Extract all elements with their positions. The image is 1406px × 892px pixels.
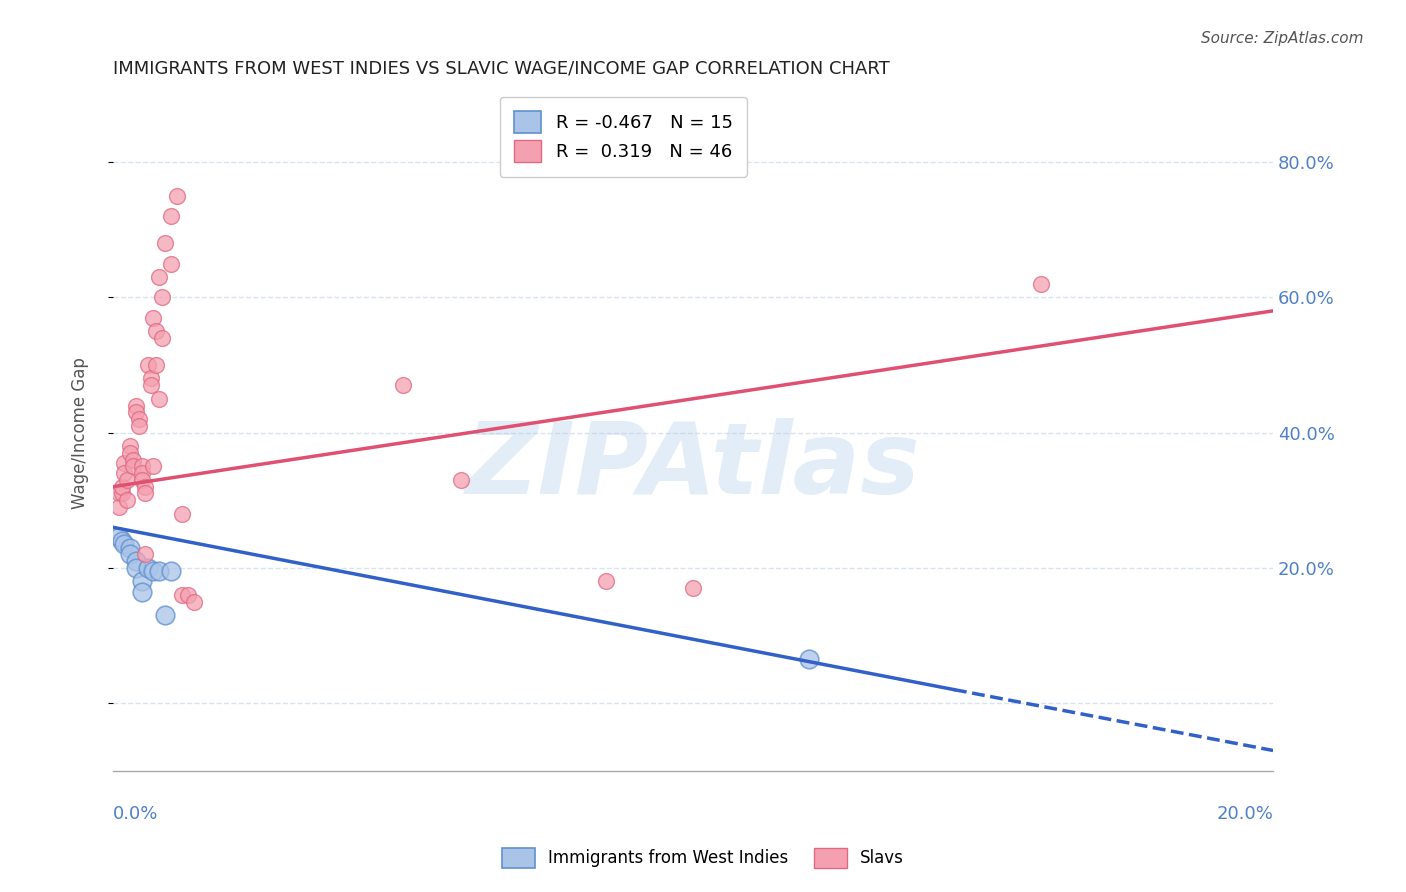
Point — [125, 399, 148, 413]
Point — [128, 412, 150, 426]
Point — [1029, 277, 1052, 291]
Point — [107, 486, 129, 500]
Point — [120, 541, 142, 555]
Point — [145, 324, 167, 338]
Point — [134, 547, 156, 561]
Text: ZIPAtlas: ZIPAtlas — [465, 418, 921, 515]
Point — [136, 358, 159, 372]
Point — [148, 270, 170, 285]
Point — [131, 459, 153, 474]
Point — [131, 574, 153, 589]
Point — [183, 595, 205, 609]
Point — [682, 581, 704, 595]
Text: IMMIGRANTS FROM WEST INDIES VS SLAVIC WAGE/INCOME GAP CORRELATION CHART: IMMIGRANTS FROM WEST INDIES VS SLAVIC WA… — [112, 60, 890, 78]
Point — [107, 530, 129, 544]
Point — [131, 473, 153, 487]
Point — [120, 547, 142, 561]
Point — [142, 310, 165, 325]
Text: Source: ZipAtlas.com: Source: ZipAtlas.com — [1201, 31, 1364, 46]
Point — [125, 554, 148, 568]
Point — [160, 564, 183, 578]
Point — [166, 189, 188, 203]
Legend: Immigrants from West Indies, Slavs: Immigrants from West Indies, Slavs — [495, 841, 911, 875]
Point — [150, 290, 173, 304]
Point — [107, 500, 129, 514]
Text: 0.0%: 0.0% — [112, 805, 159, 823]
Point — [595, 574, 617, 589]
Y-axis label: Wage/Income Gap: Wage/Income Gap — [72, 357, 89, 508]
Point — [160, 256, 183, 270]
Point — [117, 473, 139, 487]
Point — [139, 371, 162, 385]
Point — [150, 331, 173, 345]
Point — [148, 564, 170, 578]
Point — [117, 493, 139, 508]
Point — [797, 652, 820, 666]
Point — [142, 564, 165, 578]
Point — [450, 473, 472, 487]
Point — [145, 358, 167, 372]
Point — [172, 507, 194, 521]
Point — [160, 209, 183, 223]
Point — [131, 584, 153, 599]
Point — [148, 392, 170, 406]
Point — [125, 561, 148, 575]
Point — [134, 480, 156, 494]
Point — [122, 452, 145, 467]
Point — [110, 533, 132, 548]
Point — [177, 588, 200, 602]
Point — [136, 561, 159, 575]
Point — [142, 459, 165, 474]
Point — [134, 486, 156, 500]
Point — [110, 486, 132, 500]
Point — [172, 588, 194, 602]
Point — [110, 480, 132, 494]
Point — [131, 466, 153, 480]
Point — [128, 418, 150, 433]
Point — [125, 405, 148, 419]
Point — [153, 608, 176, 623]
Point — [114, 456, 136, 470]
Point — [114, 466, 136, 480]
Point — [114, 537, 136, 551]
Point — [120, 439, 142, 453]
Point — [139, 378, 162, 392]
Point — [392, 378, 415, 392]
Text: 20.0%: 20.0% — [1216, 805, 1272, 823]
Point — [122, 459, 145, 474]
Legend: R = -0.467   N = 15, R =  0.319   N = 46: R = -0.467 N = 15, R = 0.319 N = 46 — [499, 96, 747, 177]
Point — [120, 446, 142, 460]
Point — [153, 236, 176, 251]
